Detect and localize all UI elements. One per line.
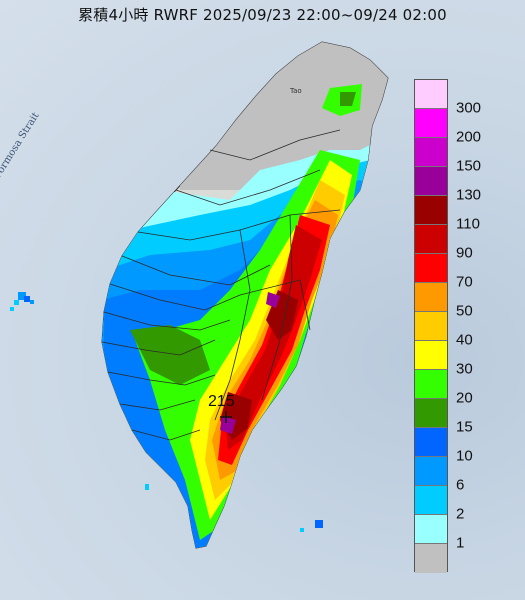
legend-swatch xyxy=(415,138,447,167)
legend-swatch xyxy=(415,196,447,225)
legend-labels: 300 200 150 130 110 90 70 50 40 30 20 15 10 6 2 1 xyxy=(456,79,516,572)
legend-swatch xyxy=(415,312,447,341)
legend-label: 110 xyxy=(456,215,480,233)
legend-label: 20 xyxy=(456,389,473,407)
rainfall-layer xyxy=(102,42,388,548)
legend-swatch xyxy=(415,341,447,370)
legend-swatch xyxy=(415,109,447,138)
map-title: 累積4小時 RWRF 2025/09/23 22:00~09/24 02:00 xyxy=(78,6,447,24)
legend-label: 6 xyxy=(456,476,465,494)
max-value-label: 215 xyxy=(208,393,235,410)
legend-swatch xyxy=(415,486,447,515)
legend-label: 2 xyxy=(456,505,465,523)
legend-swatch xyxy=(415,428,447,457)
place-label: Tao xyxy=(290,87,302,95)
legend-label: 150 xyxy=(456,157,482,175)
legend-swatch xyxy=(415,457,447,486)
legend-colorbar xyxy=(414,79,448,573)
legend-label: 300 xyxy=(456,99,482,117)
legend-label: 1 xyxy=(456,534,465,552)
legend-label: 200 xyxy=(456,128,482,146)
legend-label: 40 xyxy=(456,331,473,349)
legend-label: 15 xyxy=(456,418,473,436)
legend-label: 130 xyxy=(456,186,482,204)
county-boundaries xyxy=(101,129,341,441)
legend-swatch xyxy=(415,370,447,399)
max-marker xyxy=(220,411,232,423)
legend-label: 70 xyxy=(456,273,473,291)
legend-label: 90 xyxy=(456,244,473,262)
legend-label: 50 xyxy=(456,302,473,320)
legend-label: 30 xyxy=(456,360,473,378)
legend-swatch xyxy=(415,544,447,573)
legend-swatch xyxy=(415,399,447,428)
legend-swatch xyxy=(415,515,447,544)
legend-swatch xyxy=(415,80,447,109)
legend-swatch xyxy=(415,167,447,196)
legend-label: 10 xyxy=(456,447,473,465)
legend-swatch xyxy=(415,225,447,254)
legend-swatch xyxy=(415,283,447,312)
legend-swatch xyxy=(415,254,447,283)
sea-echoes xyxy=(10,292,323,532)
